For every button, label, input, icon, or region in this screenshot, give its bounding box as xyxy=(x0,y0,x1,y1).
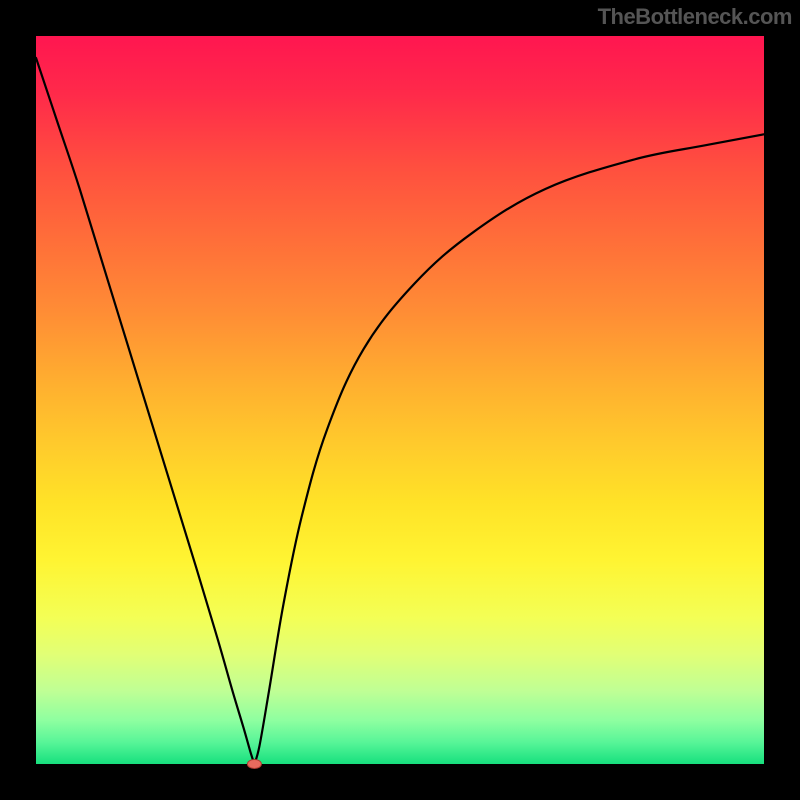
bottleneck-chart xyxy=(0,0,800,800)
watermark-text: TheBottleneck.com xyxy=(598,4,792,30)
min-marker xyxy=(247,760,261,769)
